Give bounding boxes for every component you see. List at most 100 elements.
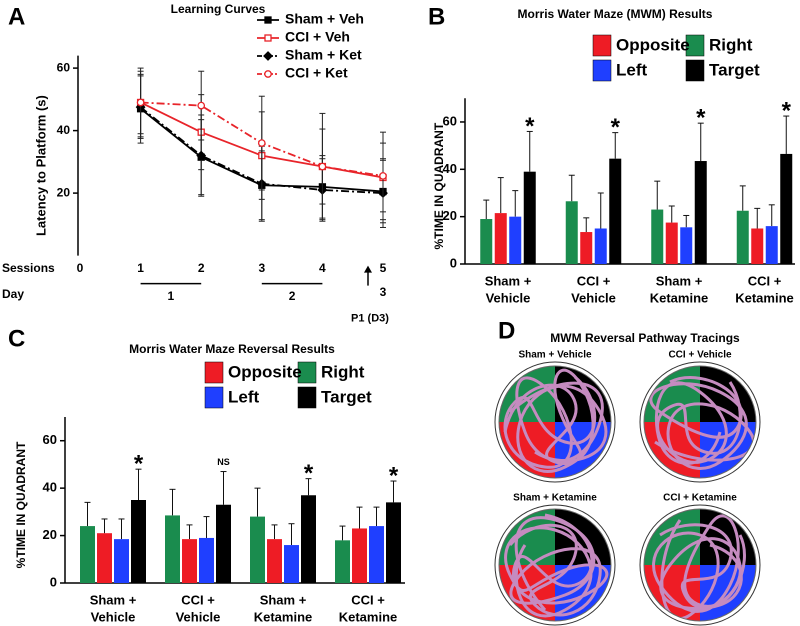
point bbox=[318, 162, 327, 171]
bar bbox=[284, 545, 299, 583]
point bbox=[379, 172, 387, 180]
pool bbox=[499, 366, 611, 478]
pool-rim bbox=[643, 365, 757, 479]
x-tick-label: 5 bbox=[380, 261, 387, 275]
bar bbox=[250, 516, 265, 583]
swim-path bbox=[652, 514, 746, 620]
legend-label: Left bbox=[616, 60, 648, 79]
legend-label: Left bbox=[228, 387, 260, 406]
x-tick-label: 1 bbox=[137, 261, 144, 275]
bar bbox=[199, 537, 214, 583]
bar bbox=[97, 533, 112, 583]
arrow-head bbox=[364, 265, 372, 273]
legend-label: Right bbox=[709, 35, 753, 54]
bar bbox=[665, 222, 678, 264]
y-tick-label: 40 bbox=[443, 161, 457, 176]
x-axis-label: Sessions bbox=[2, 261, 55, 275]
bar bbox=[369, 526, 384, 583]
x-tick-label: Vehicle bbox=[571, 290, 616, 305]
bar bbox=[165, 515, 180, 583]
legend-marker bbox=[264, 34, 272, 42]
legend-label: Opposite bbox=[616, 35, 690, 54]
bar bbox=[131, 500, 146, 583]
y-tick-label: 40 bbox=[57, 123, 71, 137]
annotation: P1 (D3) bbox=[351, 313, 389, 325]
legend-swatch bbox=[204, 361, 224, 384]
day-label: Day bbox=[2, 287, 24, 301]
panel-title: MWM Reversal Pathway Tracings bbox=[550, 331, 740, 345]
y-tick-label: 20 bbox=[43, 527, 57, 542]
legend-label: Sham + Ket bbox=[285, 47, 362, 63]
x-tick-label: Ketamine bbox=[339, 609, 398, 624]
bar bbox=[680, 227, 693, 264]
annotation: * bbox=[304, 460, 314, 487]
legend-swatch bbox=[592, 34, 612, 57]
bar bbox=[509, 216, 522, 264]
annotation: * bbox=[611, 114, 621, 141]
x-tick-label: CCI + bbox=[748, 273, 782, 288]
y-axis-label: Latency to Platform (s) bbox=[33, 95, 48, 236]
bar bbox=[765, 226, 778, 264]
bar bbox=[114, 539, 129, 583]
bar bbox=[565, 201, 578, 264]
annotation: * bbox=[696, 104, 706, 131]
pool-label: CCI + Vehicle bbox=[668, 350, 732, 361]
bar bbox=[523, 171, 536, 264]
legend-marker bbox=[264, 70, 272, 78]
chart-title: Learning Curves bbox=[171, 2, 266, 16]
annotation: NS bbox=[217, 457, 230, 467]
y-tick-label: 20 bbox=[443, 208, 457, 223]
bar bbox=[594, 228, 607, 264]
x-tick-label: Sham + bbox=[260, 592, 307, 607]
legend-marker bbox=[263, 51, 273, 61]
legend-label: CCI + Veh bbox=[285, 29, 350, 45]
legend-label: Target bbox=[709, 60, 760, 79]
bar bbox=[780, 153, 793, 264]
x-tick-label: Vehicle bbox=[91, 609, 136, 624]
bar bbox=[335, 540, 350, 583]
pool-label: Sham + Ketamine bbox=[513, 493, 597, 504]
legend-label: Right bbox=[321, 362, 365, 381]
annotation: * bbox=[525, 113, 535, 140]
legend-swatch bbox=[297, 386, 317, 409]
panel-letter: C bbox=[8, 325, 25, 352]
swim-path bbox=[508, 516, 602, 617]
swim-path bbox=[654, 381, 742, 465]
chart-title: Morris Water Maze Reversal Results bbox=[129, 342, 335, 356]
bar bbox=[609, 158, 622, 264]
legend-label: Target bbox=[321, 387, 372, 406]
x-tick-label: Ketamine bbox=[650, 290, 709, 305]
swim-path bbox=[649, 376, 755, 470]
swim-path bbox=[503, 368, 608, 473]
y-tick-label: 60 bbox=[43, 432, 57, 447]
day-number: 2 bbox=[289, 289, 296, 303]
legend-label: Opposite bbox=[228, 362, 302, 381]
pool bbox=[499, 509, 611, 621]
y-tick-label: 60 bbox=[57, 60, 71, 74]
pool-label: CCI + Ketamine bbox=[663, 493, 737, 504]
panel-letter: A bbox=[8, 3, 25, 30]
x-tick-label: CCI + bbox=[181, 592, 215, 607]
bar bbox=[494, 213, 507, 264]
bar bbox=[267, 539, 282, 583]
y-tick-label: 20 bbox=[57, 185, 71, 199]
bar bbox=[386, 502, 401, 583]
legend-swatch bbox=[297, 361, 317, 384]
legend-swatch bbox=[592, 59, 612, 82]
annotation: * bbox=[134, 451, 144, 478]
swim-path bbox=[504, 513, 609, 618]
panel-letter: D bbox=[498, 317, 515, 344]
y-axis-label: %TIME IN QUADRANT bbox=[14, 441, 28, 568]
legend-marker bbox=[264, 16, 272, 24]
bar bbox=[694, 161, 707, 264]
x-tick-label: Sham + bbox=[485, 273, 532, 288]
bar bbox=[80, 526, 95, 583]
day-number: 3 bbox=[380, 285, 387, 299]
swim-path bbox=[503, 375, 604, 469]
x-tick-label: Sham + bbox=[90, 592, 137, 607]
point bbox=[197, 101, 206, 110]
point bbox=[257, 139, 266, 147]
pool bbox=[644, 366, 756, 478]
